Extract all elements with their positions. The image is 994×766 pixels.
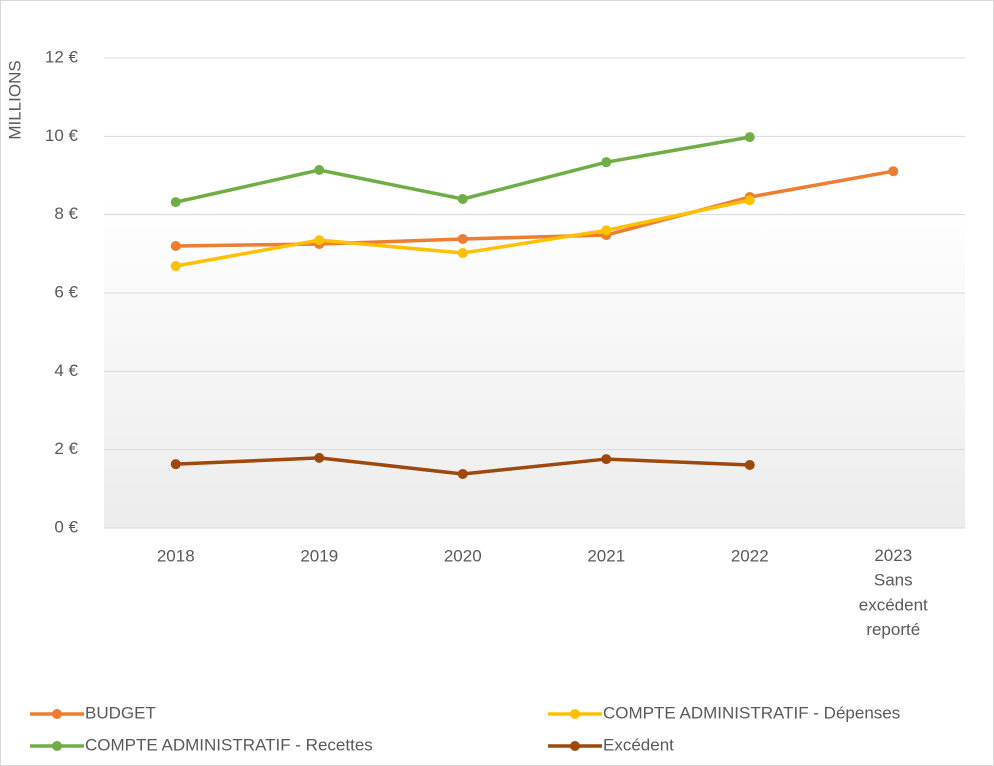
data-point <box>457 194 468 204</box>
data-point <box>314 452 325 463</box>
data-point <box>457 468 468 479</box>
x-tick-label: 2018 <box>157 546 195 565</box>
data-point <box>744 195 755 206</box>
data-point <box>888 166 899 177</box>
legend-marker <box>52 709 62 719</box>
x-tick-label: 2020 <box>444 546 482 565</box>
legend-label: COMPTE ADMINISTRATIF - Dépenses <box>603 703 900 722</box>
y-tick-label: 8 € <box>54 204 78 223</box>
x-tick-label: 2023 Sans excédent reporté <box>859 546 928 639</box>
y-tick-label: 0 € <box>54 517 78 536</box>
data-point <box>170 459 181 470</box>
y-axis-label: MILLIONS <box>5 60 24 139</box>
data-point <box>170 241 181 251</box>
x-tick-label: 2022 <box>731 546 769 565</box>
data-point <box>601 157 612 168</box>
data-point <box>314 235 325 246</box>
y-tick-label: 10 € <box>45 126 79 145</box>
data-point <box>601 225 612 236</box>
x-tick-label: 2019 <box>300 546 338 565</box>
data-point <box>457 248 468 259</box>
data-point <box>744 132 755 143</box>
data-point <box>170 197 181 208</box>
legend-marker <box>52 741 62 751</box>
legend-label: Excédent <box>603 735 674 754</box>
legend-marker <box>570 709 580 719</box>
y-tick-label: 12 € <box>45 47 79 66</box>
data-point <box>314 165 325 176</box>
legend-label: COMPTE ADMINISTRATIF - Recettes <box>85 735 373 754</box>
y-tick-label: 6 € <box>54 282 78 301</box>
y-tick-label: 2 € <box>54 439 78 458</box>
legend-marker <box>570 741 580 751</box>
data-point <box>744 459 755 470</box>
data-point <box>170 260 181 271</box>
x-tick-label: 2021 <box>587 546 625 565</box>
data-point <box>601 454 612 465</box>
legend-label: BUDGET <box>85 703 156 722</box>
y-tick-label: 4 € <box>54 361 78 380</box>
data-point <box>457 233 468 244</box>
